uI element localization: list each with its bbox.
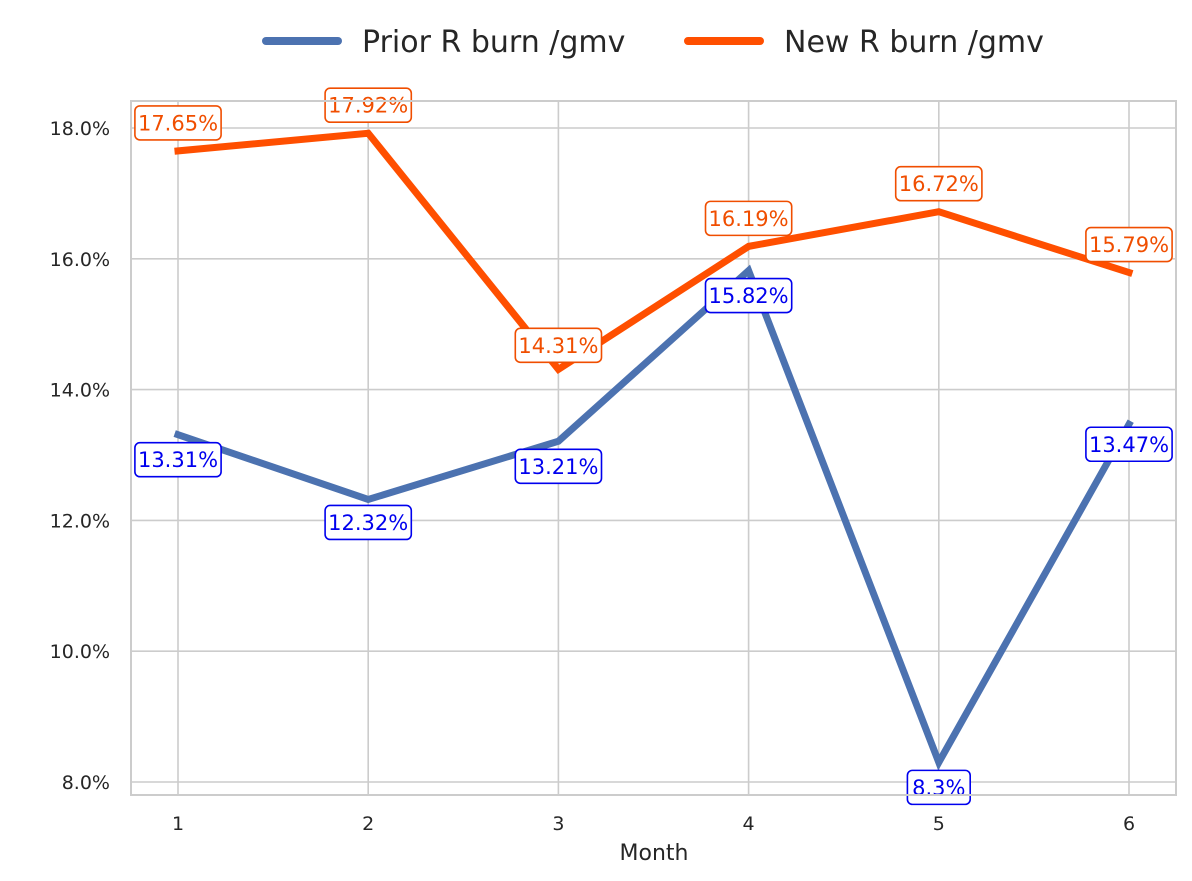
data-label-text: 16.19% xyxy=(709,207,789,231)
data-label-text: 16.72% xyxy=(899,172,979,196)
data-label-text: 17.92% xyxy=(328,94,408,118)
legend: Prior R burn /gmv New R burn /gmv xyxy=(262,25,1044,60)
series-lines xyxy=(173,129,1134,771)
data-label-prior: 8.3% xyxy=(906,769,972,806)
x-tick-label: 4 xyxy=(743,813,755,835)
axes: 8.0% 10.0% 12.0% 14.0% 16.0% 18.0% 1 2 3 4 5 6 xyxy=(50,100,1177,835)
data-label-prior: 13.21% xyxy=(514,448,603,485)
data-label-new: 16.72% xyxy=(894,165,983,202)
data-label-box xyxy=(134,441,222,478)
data-label-box xyxy=(514,448,603,485)
y-tick-label: 12.0% xyxy=(50,510,110,532)
data-label-box xyxy=(514,327,603,364)
y-tick-label: 14.0% xyxy=(50,380,110,402)
data-label-new: 17.92% xyxy=(324,87,413,124)
data-label-text: 15.79% xyxy=(1089,233,1169,257)
data-label-prior: 15.82% xyxy=(704,277,793,314)
plot-frame xyxy=(130,100,1177,796)
series-line-prior xyxy=(173,264,1134,771)
data-label-text: 13.47% xyxy=(1089,433,1169,457)
data-label-box xyxy=(324,504,413,541)
data-label-new: 15.79% xyxy=(1085,226,1173,263)
x-axis-title: Month xyxy=(620,841,689,866)
data-label-new: 17.65% xyxy=(134,105,222,141)
data-label-box xyxy=(134,105,222,141)
x-tick-label: 3 xyxy=(552,813,564,835)
data-label-box xyxy=(1085,226,1173,263)
x-tick-label: 5 xyxy=(933,813,945,835)
data-label-box xyxy=(324,87,413,124)
data-label-text: 13.31% xyxy=(138,448,218,472)
y-tick-label: 8.0% xyxy=(62,772,110,794)
data-label-prior: 13.31% xyxy=(134,441,222,478)
data-label-new: 16.19% xyxy=(704,200,793,237)
legend-label-new: New R burn /gmv xyxy=(784,25,1044,60)
data-label-text: 12.32% xyxy=(328,511,408,535)
y-tick-label: 16.0% xyxy=(50,249,110,271)
y-tick-label: 18.0% xyxy=(50,118,110,140)
data-label-text: 14.31% xyxy=(518,334,598,358)
x-tick-label: 1 xyxy=(172,813,184,835)
data-label-box xyxy=(1085,426,1173,463)
data-label-text: 15.82% xyxy=(709,284,789,308)
data-label-prior: 12.32% xyxy=(324,504,413,541)
data-label-text: 13.21% xyxy=(518,455,598,479)
data-label-new: 14.31% xyxy=(514,327,603,364)
data-label-box xyxy=(704,277,793,314)
y-tick-label: 10.0% xyxy=(50,641,110,663)
data-label-box xyxy=(894,165,983,202)
data-label-text: 17.65% xyxy=(138,111,218,135)
data-label-prior: 13.47% xyxy=(1085,426,1173,463)
x-tick-label: 6 xyxy=(1123,813,1135,835)
data-label-box xyxy=(704,200,793,237)
legend-label-prior: Prior R burn /gmv xyxy=(362,25,625,60)
series-line-new xyxy=(174,129,1134,374)
x-tick-label: 2 xyxy=(362,813,374,835)
data-label-text: 8.3% xyxy=(912,776,965,800)
